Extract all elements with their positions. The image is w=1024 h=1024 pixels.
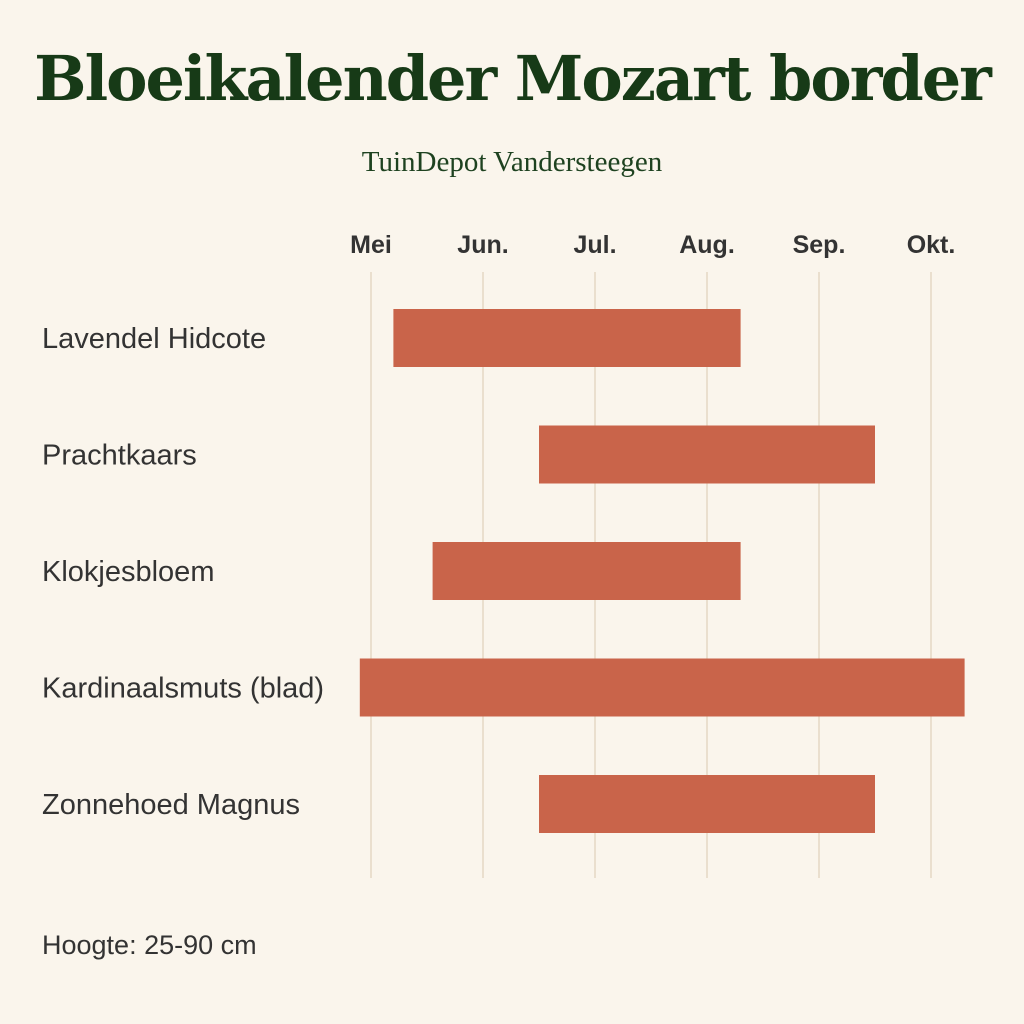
bloom-bar — [432, 542, 741, 600]
plant-label: Kardinaalsmuts (blad) — [42, 673, 324, 705]
x-tick-label: Sep. — [793, 231, 846, 259]
bloom-bar — [359, 658, 965, 717]
height-note: Hoogte: 25-90 cm — [42, 930, 257, 960]
chart-subtitle: TuinDepot Vandersteegen — [361, 146, 663, 178]
bloom-bar — [539, 425, 875, 484]
x-tick-label: Jun. — [457, 231, 508, 259]
plant-label: Lavendel Hidcote — [42, 323, 266, 355]
x-tick-label: Aug. — [679, 231, 735, 259]
plant-label: Klokjesbloem — [42, 556, 214, 588]
plant-label: Zonnehoed Magnus — [42, 789, 300, 821]
bloom-bar — [393, 309, 741, 367]
x-tick-label: Mei — [350, 231, 392, 259]
chart-title: Bloeikalender Mozart border — [34, 42, 992, 115]
x-tick-label: Okt. — [907, 231, 956, 259]
bloom-bar — [539, 775, 875, 833]
x-tick-label: Jul. — [573, 231, 616, 259]
plant-label: Prachtkaars — [42, 440, 197, 472]
